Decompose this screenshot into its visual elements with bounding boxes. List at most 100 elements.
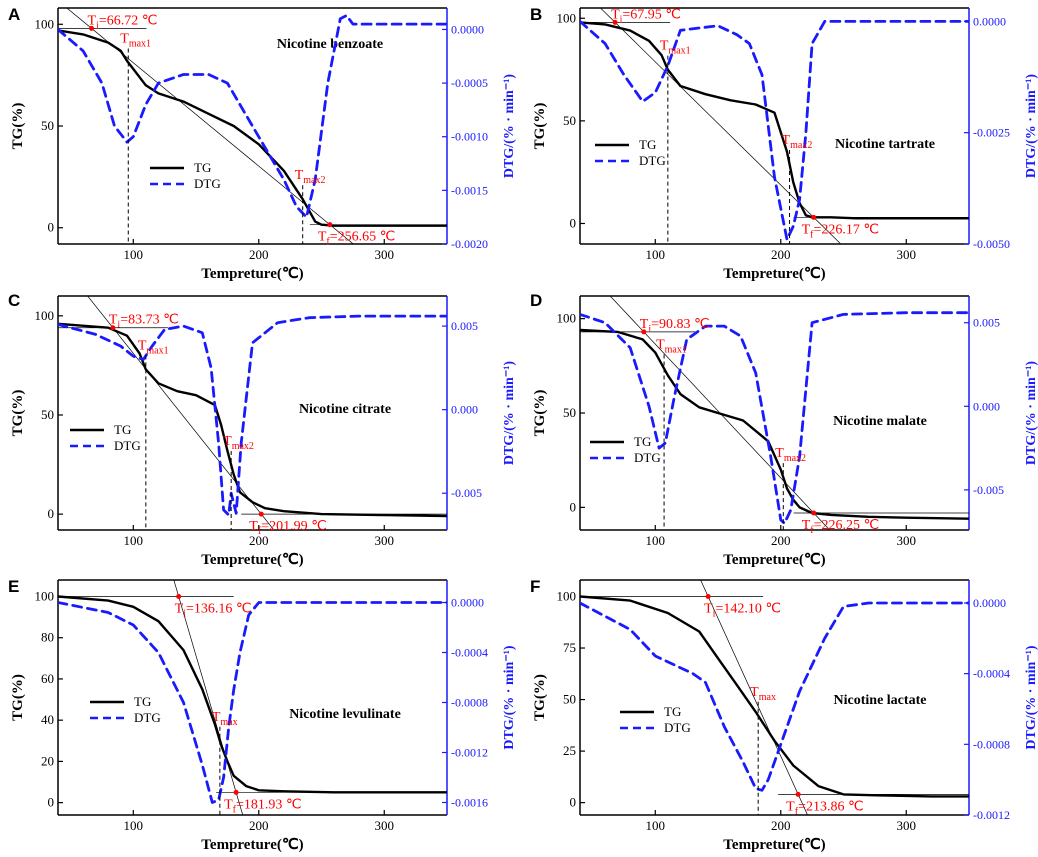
series-dtg-line	[58, 601, 447, 804]
y2-axis-label: DTG/(% · min⁻¹)	[1024, 645, 1038, 749]
x-tick-label: 200	[771, 247, 791, 262]
panel-D: D 100 200 300 0 50 100 0.005 0.000 -0.005 Tempretu…	[530, 291, 1038, 568]
y-tick-label: 40	[41, 712, 54, 727]
tmax-label: Tmax1	[656, 337, 687, 355]
y-tick-label: 0	[48, 220, 55, 235]
plot-area	[58, 8, 447, 244]
x-tick-label: 300	[897, 247, 917, 262]
tf-label: Tf=181.93 ℃	[224, 797, 302, 815]
panel-B: B 100 200 300 0 50 100 0.0000 -0.0025 -0.0050 Temp…	[530, 5, 1038, 282]
x-tick-label: 200	[249, 533, 269, 548]
x-tick-label: 200	[771, 818, 791, 833]
ti-point	[705, 593, 711, 599]
y2-tick-label: 0.0000	[973, 596, 1006, 610]
y-tick-label: 25	[563, 743, 576, 758]
series-tg-line	[58, 595, 447, 794]
tf-label: Tf=201.99 ℃	[249, 519, 327, 537]
plot-area	[58, 296, 447, 530]
panel-letter: A	[8, 5, 20, 24]
y2-axis-label: DTG/(% · min⁻¹)	[1024, 74, 1038, 178]
series-tg-line	[580, 595, 969, 798]
y-tick-label: 20	[41, 753, 54, 768]
y2-tick-label: 0.0000	[451, 596, 484, 610]
tf-point	[258, 511, 264, 517]
x-tick-label: 200	[249, 818, 269, 833]
ti-point	[89, 25, 95, 31]
panel-F: F 100 200 300 0 25 50 75 100 0.0000 -0.0004 -0.0008…	[530, 577, 1038, 853]
y2-axis-label: DTG/(% · min⁻¹)	[502, 74, 517, 178]
x-tick-label: 100	[124, 247, 144, 262]
y-axis-label: TG(%)	[532, 390, 548, 437]
tf-label: Tf=256.65 ℃	[318, 230, 396, 248]
y2-tick-label: 0.0000	[973, 14, 1006, 28]
ti-label: Ti=67.95 ℃	[611, 7, 681, 25]
panel-C: C 100 200 300 0 50 100 0.005 0.000 -0.005 Tempretu…	[8, 291, 517, 568]
y2-tick-label: -0.0010	[451, 130, 488, 144]
chart-title: Nicotine lactate	[834, 693, 927, 708]
y-tick-label: 50	[41, 118, 54, 133]
y-axis-label: TG(%)	[10, 103, 26, 150]
series-dtg-line	[580, 19, 969, 241]
y2-tick-label: -0.0005	[451, 76, 488, 90]
y2-tick-label: 0.000	[973, 399, 1000, 413]
y2-tick-label: -0.0020	[451, 237, 488, 251]
x-tick-label: 300	[897, 533, 917, 548]
ti-point	[110, 325, 116, 331]
tangent-line	[700, 580, 808, 815]
y-tick-label: 60	[41, 671, 54, 686]
series-tg-line	[58, 322, 447, 518]
x-tick-label: 100	[646, 533, 666, 548]
y2-tick-label: 0.005	[973, 316, 1000, 330]
y-tick-label: 100	[557, 10, 577, 25]
x-axis-label: Tempreture(℃)	[201, 837, 303, 853]
tmax-label: Tmax	[212, 710, 238, 728]
y-tick-label: 100	[557, 588, 577, 603]
x-tick-label: 300	[375, 533, 395, 548]
tmax-label: Tmax2	[775, 446, 806, 464]
y-tick-label: 50	[563, 113, 576, 128]
y-axis-label: TG(%)	[10, 390, 26, 437]
y-axis-label: TG(%)	[532, 103, 548, 150]
y-tick-label: 100	[35, 16, 55, 31]
tf-point	[233, 789, 239, 795]
legend-label-dtg: DTG	[664, 720, 691, 735]
y-tick-label: 0	[570, 795, 577, 810]
tmax-label: Tmax2	[782, 133, 813, 151]
y2-tick-label: -0.005	[451, 486, 482, 500]
x-tick-label: 300	[897, 818, 917, 833]
legend-label-tg: TG	[194, 160, 211, 175]
y-tick-label: 100	[35, 588, 55, 603]
y2-tick-label: -0.0004	[973, 667, 1010, 681]
plot-area	[580, 8, 969, 244]
y2-tick-label: 0.000	[451, 403, 478, 417]
panel-letter: F	[530, 577, 540, 596]
y2-axis-label: DTG/(% · min⁻¹)	[1024, 361, 1038, 465]
y2-axis-label: DTG/(% · min⁻¹)	[502, 361, 517, 465]
tmax-label: Tmax1	[120, 32, 151, 50]
x-tick-label: 100	[124, 533, 144, 548]
y-tick-label: 100	[557, 311, 577, 326]
tmax-label: Tmax1	[660, 39, 691, 57]
legend-label-dtg: DTG	[639, 153, 666, 168]
ti-label: Ti=142.10 ℃	[704, 601, 781, 619]
y-tick-label: 0	[570, 215, 577, 230]
y-axis-label: TG(%)	[532, 674, 548, 721]
y2-tick-label: -0.0012	[451, 746, 488, 760]
tf-point	[795, 791, 801, 797]
x-tick-label: 200	[771, 533, 791, 548]
tmax-label: Tmax2	[295, 168, 326, 186]
y2-tick-label: -0.0012	[973, 808, 1010, 822]
tf-point	[811, 510, 817, 516]
x-axis-label: Tempreture(℃)	[723, 552, 825, 568]
x-axis-label: Tempreture(℃)	[201, 266, 303, 282]
ti-point	[612, 19, 618, 25]
tf-point	[327, 222, 333, 228]
y-tick-label: 0	[48, 795, 55, 810]
tf-label: Tf=226.17 ℃	[802, 222, 880, 240]
ti-point	[176, 593, 182, 599]
legend-label-tg: TG	[639, 137, 656, 152]
